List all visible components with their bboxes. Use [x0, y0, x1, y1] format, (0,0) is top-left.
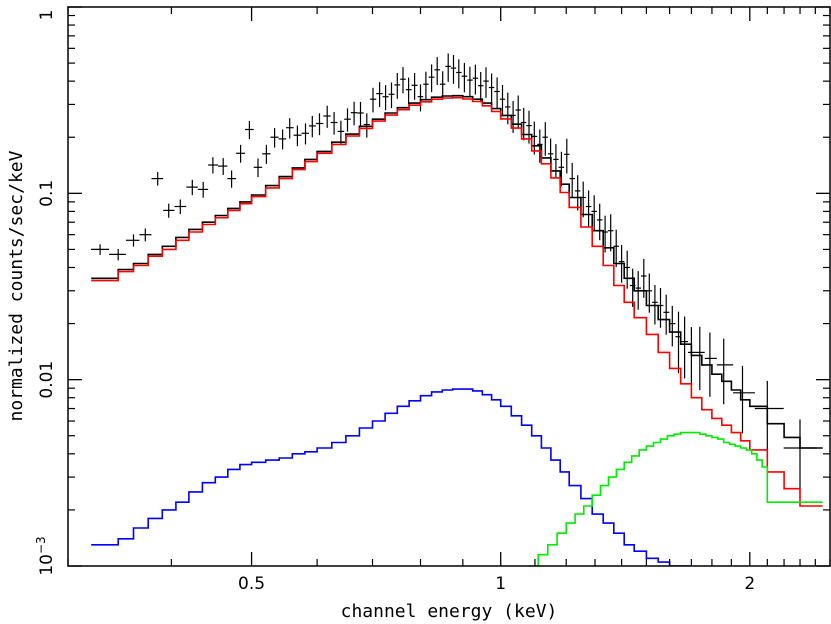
data-point	[151, 172, 164, 186]
x-tick-label: 0.5	[238, 574, 265, 594]
data-point	[531, 121, 538, 155]
data-point	[695, 326, 705, 391]
model-step-line-1	[91, 94, 823, 449]
data-point	[174, 199, 187, 215]
data-point	[428, 64, 435, 93]
data-point	[394, 73, 401, 99]
model-step-line-4	[528, 431, 823, 566]
data-point	[417, 84, 424, 112]
data-point	[478, 72, 484, 103]
x-axis-label: channel energy (keV)	[341, 601, 558, 622]
y-tick-label: 1	[37, 10, 57, 21]
ticks-layer: 0.5 1 2 10−3 0.01 0.1 1	[34, 6, 831, 594]
data-point	[227, 170, 237, 188]
data-point	[376, 82, 383, 107]
data-point	[613, 229, 619, 268]
data-point	[125, 234, 140, 247]
data-point	[344, 108, 351, 132]
data-point	[591, 195, 597, 232]
plot-frame	[67, 6, 831, 567]
y-tick-label: 10−3	[34, 536, 57, 575]
data-point	[382, 85, 389, 111]
data-point	[716, 338, 734, 405]
data-point	[308, 115, 316, 138]
data-point	[270, 128, 279, 148]
model-step-line-3	[91, 388, 692, 566]
data-point	[499, 85, 506, 117]
data-point	[350, 101, 358, 126]
x-tick-label: 1	[495, 574, 506, 594]
data-point	[388, 82, 395, 109]
data-point	[197, 181, 209, 198]
data-point	[236, 144, 245, 163]
data-point	[646, 273, 653, 313]
data-point	[357, 101, 364, 126]
data-point	[558, 151, 565, 187]
data-point	[301, 123, 309, 145]
data-points	[91, 53, 817, 493]
data-point	[330, 112, 338, 135]
data-point	[450, 55, 457, 84]
model-step-line-2	[91, 96, 823, 507]
data-point	[363, 113, 370, 138]
data-point	[483, 67, 489, 98]
data-point	[472, 64, 479, 95]
data-point	[783, 419, 817, 493]
data-point	[467, 66, 473, 97]
data-point	[553, 144, 559, 179]
data-point	[564, 138, 570, 174]
data-point	[163, 203, 175, 218]
data-point	[253, 158, 263, 178]
data-point	[607, 214, 614, 252]
data-point	[515, 95, 521, 128]
data-point	[585, 190, 592, 227]
data-point	[278, 129, 287, 150]
data-point	[208, 157, 218, 174]
data-point	[445, 53, 451, 82]
data-point	[405, 77, 412, 104]
data-point	[574, 175, 581, 211]
data-point	[494, 77, 500, 109]
y-tick-label: 0.01	[37, 361, 57, 399]
data-point	[488, 73, 495, 105]
data-point	[423, 71, 429, 100]
data-point	[337, 120, 345, 144]
y-tick-label: 0.1	[37, 180, 57, 207]
data-point	[293, 125, 302, 147]
x-tick-label: 2	[744, 574, 755, 594]
data-point	[400, 67, 406, 94]
data-point	[369, 87, 377, 113]
data-point	[262, 144, 271, 164]
data-point	[461, 62, 468, 93]
data-point	[315, 113, 324, 136]
data-point	[434, 57, 440, 85]
data-point	[542, 122, 548, 156]
series-layer	[91, 53, 823, 566]
data-point	[323, 105, 331, 128]
y-axis-label: normalized counts/sec/keV	[6, 150, 27, 421]
data-point	[663, 294, 670, 335]
data-point	[245, 120, 254, 140]
data-point	[681, 316, 688, 379]
data-point	[139, 228, 152, 242]
data-point	[624, 250, 630, 289]
data-point	[688, 327, 696, 390]
data-point	[109, 248, 126, 261]
data-point	[569, 162, 575, 198]
data-point	[456, 59, 462, 89]
data-point	[754, 380, 784, 451]
data-point	[218, 158, 228, 175]
data-point	[91, 244, 110, 255]
data-point	[411, 73, 418, 100]
data-point	[439, 71, 446, 100]
data-point	[286, 118, 294, 139]
data-point	[186, 179, 198, 196]
data-point	[596, 203, 603, 241]
